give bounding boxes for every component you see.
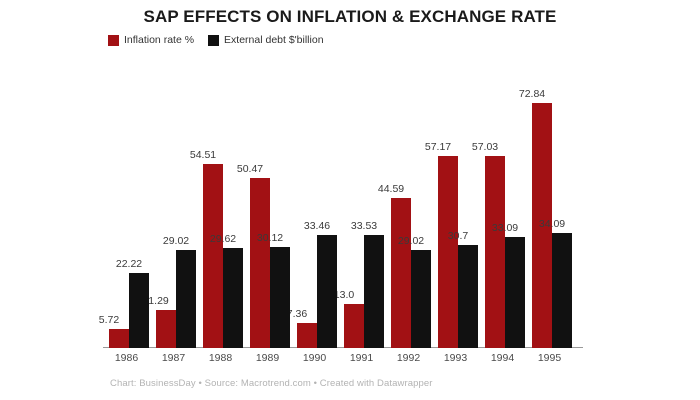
bar-external-debt-1986[interactable] [129, 273, 149, 348]
bar-external-debt-1988[interactable] [223, 248, 243, 348]
bar-group-1993: 57.17 30.7 [425, 58, 482, 348]
x-axis-line [103, 347, 583, 348]
bar-external-debt-1994[interactable] [505, 236, 525, 348]
legend-label-inflation-rate: Inflation rate % [124, 34, 195, 46]
bar-value-label-inflation-1994: 57.03 [471, 140, 499, 153]
bar-group-1989: 50.47 30.12 [237, 58, 294, 348]
bar-value-label-external-debt-1992: 29.02 [397, 235, 425, 248]
bar-group-1988: 54.51 29.62 [190, 58, 247, 348]
legend-swatch-icon-inflation-rate [108, 34, 119, 46]
bar-value-label-inflation-1988: 54.51 [189, 149, 217, 162]
bar-inflation-1992[interactable] [391, 197, 411, 348]
x-tick-label-1995: 1995 [537, 352, 562, 364]
bar-inflation-1988[interactable] [203, 164, 223, 348]
bar-group-1991: 13.0 33.53 [334, 58, 388, 348]
chart-footer-credit: Chart: BusinessDay • Source: Macrotrend.… [110, 378, 433, 389]
bar-external-debt-1989[interactable] [270, 246, 290, 348]
x-tick-label-1986: 1986 [114, 352, 139, 364]
page-title: SAP EFFECTS ON INFLATION & EXCHANGE RATE [143, 7, 557, 26]
legend-item-inflation-rate[interactable]: Inflation rate % [108, 34, 194, 46]
bar-group-1995: 72.84 34.09 [519, 58, 576, 348]
bar-group-1986: 5.72 22.22 [99, 58, 153, 348]
bar-value-label-external-debt-1988: 29.62 [209, 233, 237, 246]
bar-value-label-inflation-1993: 57.17 [424, 140, 452, 153]
bar-inflation-1991[interactable] [344, 304, 364, 348]
bar-value-label-inflation-1987: 11.29 [143, 295, 169, 307]
bar-inflation-1994[interactable] [485, 155, 505, 348]
legend-item-external-debt[interactable]: External debt $'billion [208, 34, 324, 46]
chart-legend: Inflation rate % External debt $'billion [108, 34, 324, 46]
bar-inflation-1986[interactable] [109, 328, 129, 348]
bar-value-label-external-debt-1990: 33.46 [303, 220, 331, 233]
bar-external-debt-1993[interactable] [458, 244, 478, 348]
x-tick-label-1988: 1988 [208, 352, 233, 364]
bar-value-label-external-debt-1995: 34.09 [538, 218, 566, 231]
bar-value-label-inflation-1989: 50.47 [236, 163, 264, 176]
bar-external-debt-1995[interactable] [552, 233, 572, 348]
bar-value-label-external-debt-1991: 33.53 [350, 220, 378, 233]
bar-value-label-external-debt-1994: 33.09 [491, 221, 519, 234]
bar-value-label-inflation-1990: 7.36 [286, 308, 308, 321]
bar-inflation-1993[interactable] [438, 155, 458, 348]
bar-group-1987: 11.29 29.02 [143, 58, 200, 348]
legend-label-external-debt: External debt $'billion [224, 34, 324, 46]
bar-inflation-1989[interactable] [250, 178, 270, 348]
legend-swatch-icon-external-debt [208, 34, 220, 46]
bar-inflation-1990[interactable] [297, 323, 317, 348]
x-tick-label-1994: 1994 [490, 352, 515, 364]
bar-value-label-external-debt-1986: 22.22 [115, 258, 143, 271]
bar-external-debt-1992[interactable] [411, 250, 431, 348]
bar-value-label-inflation-1992: 44.59 [377, 182, 405, 195]
bar-inflation-1995[interactable] [532, 102, 552, 348]
bar-value-label-external-debt-1987: 29.02 [162, 235, 190, 248]
plot-area: 5.72 22.22 11.29 29.02 54.51 29.62 50.47 30.12 7… [99, 58, 583, 348]
bar-group-1994: 57.03 33.09 [472, 58, 529, 348]
bar-external-debt-1987[interactable] [176, 250, 196, 348]
bar-external-debt-1990[interactable] [317, 235, 337, 348]
x-tick-label-1993: 1993 [443, 352, 468, 364]
bar-inflation-1987[interactable] [156, 310, 176, 348]
bar-external-debt-1991[interactable] [364, 235, 384, 348]
x-tick-label-1991: 1991 [349, 352, 374, 364]
bar-value-label-inflation-1995: 72.84 [518, 87, 546, 100]
bar-group-1992: 44.59 29.02 [378, 58, 435, 348]
bar-value-label-inflation-1986: 5.72 [98, 313, 120, 326]
bar-group-1990: 7.36 33.46 [287, 58, 341, 348]
bar-value-label-external-debt-1993: 30.7 [447, 229, 469, 242]
x-tick-label-1992: 1992 [396, 352, 421, 364]
x-tick-label-1987: 1987 [161, 352, 186, 364]
bar-value-label-inflation-1991: 13.0 [333, 289, 355, 302]
x-axis-tick-labels: 1986 1987 1988 1989 1990 1991 1992 1993 1994 1995 [103, 352, 583, 368]
x-tick-label-1990: 1990 [302, 352, 327, 364]
bar-value-label-external-debt-1989: 30.12 [256, 231, 284, 244]
x-tick-label-1989: 1989 [255, 352, 280, 364]
